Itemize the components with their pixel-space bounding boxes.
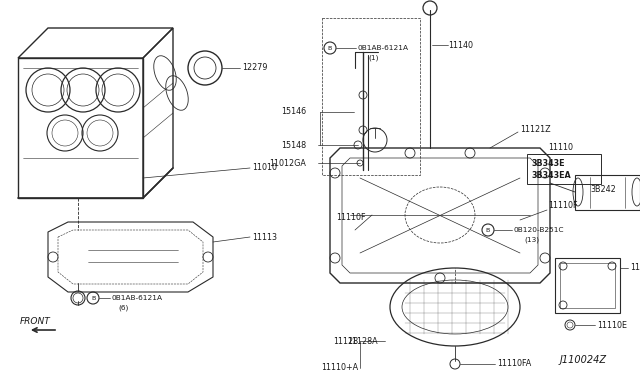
Text: 3B343E: 3B343E — [532, 158, 566, 167]
Text: 11140: 11140 — [448, 41, 473, 49]
Text: 0B120-B251C: 0B120-B251C — [514, 227, 564, 233]
Text: 0B1AB-6121A: 0B1AB-6121A — [358, 45, 409, 51]
Text: 0B1AB-6121A: 0B1AB-6121A — [111, 295, 162, 301]
Text: (1): (1) — [368, 55, 378, 61]
Text: B: B — [91, 295, 95, 301]
Text: 11113: 11113 — [252, 232, 277, 241]
Text: FRONT: FRONT — [20, 317, 51, 327]
Text: 11010: 11010 — [252, 164, 277, 173]
Text: J110024Z: J110024Z — [560, 355, 607, 365]
Text: 11110+A: 11110+A — [321, 363, 358, 372]
Text: 11128: 11128 — [333, 337, 358, 346]
Text: 11110E: 11110E — [597, 321, 627, 330]
Text: 11110F: 11110F — [336, 214, 365, 222]
Text: 11012GA: 11012GA — [269, 158, 306, 167]
Text: 11251N: 11251N — [630, 263, 640, 273]
Text: 15148: 15148 — [281, 141, 306, 150]
Text: 11121Z: 11121Z — [520, 125, 550, 135]
Text: (13): (13) — [524, 237, 539, 243]
Text: (6): (6) — [118, 305, 129, 311]
Text: 3B242: 3B242 — [590, 186, 616, 195]
Text: 15146: 15146 — [281, 108, 306, 116]
Text: 3B343EA: 3B343EA — [532, 170, 572, 180]
Text: 11110F: 11110F — [548, 201, 577, 209]
Text: 11110: 11110 — [548, 144, 573, 153]
Text: B: B — [486, 228, 490, 232]
Text: 11110FA: 11110FA — [497, 359, 531, 369]
Text: 11128A: 11128A — [348, 337, 378, 346]
Text: 12279: 12279 — [242, 64, 268, 73]
Text: B: B — [328, 45, 332, 51]
